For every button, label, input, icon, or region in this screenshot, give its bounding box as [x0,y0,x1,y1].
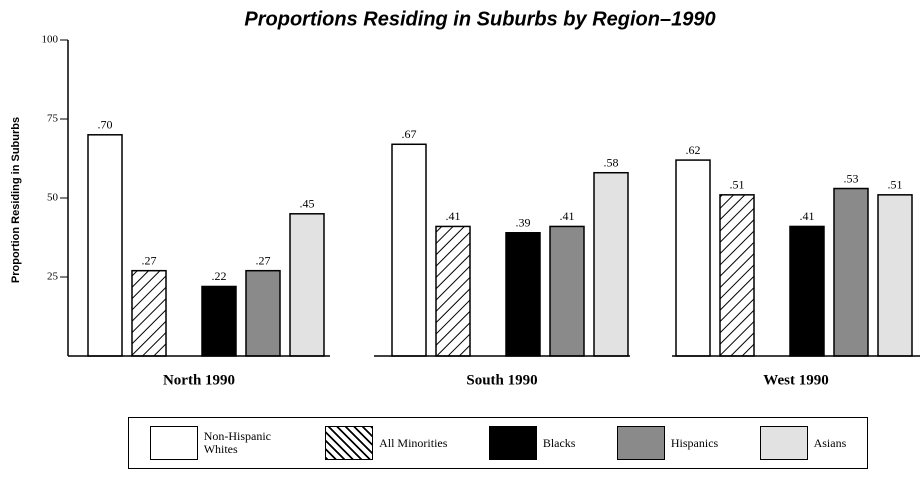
y-tick-label: 25 [47,271,59,283]
legend: Non-Hispanic Whites All Minorities Blacks H… [128,417,868,469]
legend-item: Asians [759,426,847,460]
bar [719,194,755,357]
value-label: .22 [212,269,227,283]
bar [675,159,711,357]
legend-swatch [488,426,537,460]
bar [549,225,585,357]
value-label: .70 [98,118,113,132]
x-tick-label: South 1990 [466,372,537,388]
value-label: .67 [402,127,417,141]
legend-label: Non-Hispanic Whites [203,429,272,456]
legend-label: Hispanics [670,435,719,450]
legend-item: Hispanics [616,426,719,460]
bar [877,194,913,357]
chart: Proportions Residing in Suburbs by Regio… [10,8,920,388]
y-tick-label: 50 [47,192,59,204]
value-label: .53 [844,171,859,185]
legend-swatch [149,426,198,460]
legend-swatch [325,426,374,460]
value-label: .27 [256,253,271,267]
legend-swatch [616,426,665,460]
value-label: .51 [888,178,903,192]
bar [201,285,237,357]
y-tick-label: 75 [47,113,59,125]
value-label: .51 [730,178,745,192]
chart-title: Proportions Residing in Suburbs by Regio… [244,8,715,30]
value-label: .41 [800,209,815,223]
bar [789,225,825,357]
legend-label: Blacks [542,435,576,450]
bar [833,187,869,357]
value-label: .39 [516,216,531,230]
bar [131,269,167,357]
bar [245,269,281,357]
value-label: .45 [300,197,315,211]
y-tick-label: 100 [42,34,59,46]
legend-item: All Minorities [325,426,447,460]
legend-item: Blacks [488,426,576,460]
legend-label: Asians [813,435,847,450]
bar [593,171,629,357]
bar [289,213,325,357]
legend-label: All Minorities [379,435,448,450]
bar [391,143,427,357]
value-label: .41 [446,209,461,223]
x-tick-label: West 1990 [763,372,828,388]
value-label: .27 [142,253,157,267]
bar [435,225,471,357]
y-axis-label: Proportion Residing in Suburbs [10,117,22,283]
value-label: .41 [560,209,575,223]
bar [87,134,123,357]
value-label: .58 [604,155,619,169]
bar [505,232,541,357]
x-tick-label: North 1990 [163,372,235,388]
legend-item: Non-Hispanic Whites [149,426,284,460]
legend-swatch [759,426,808,460]
value-label: .62 [686,143,701,157]
